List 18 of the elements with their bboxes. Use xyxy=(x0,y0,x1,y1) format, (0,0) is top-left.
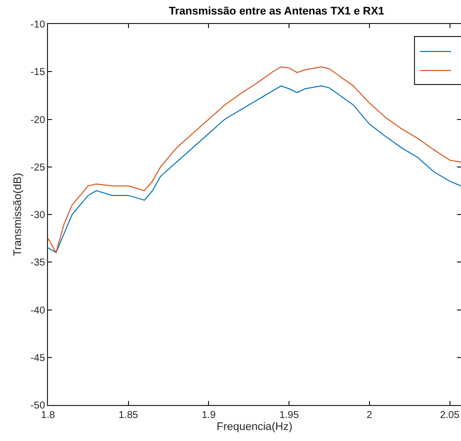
x-tick-label: 2 xyxy=(366,410,373,421)
chart-title: Transmissão entre as Antenas TX1 e RX1 xyxy=(168,5,384,18)
y-tick-label: -10 xyxy=(30,20,46,30)
y-tick-label: -30 xyxy=(30,210,46,221)
x-tick-label: 2.05 xyxy=(440,410,460,421)
y-tick-label: -50 xyxy=(30,400,46,412)
y-tick-label: -15 xyxy=(30,67,46,78)
x-tick-label: 1.8 xyxy=(41,410,56,421)
y-tick-label: -20 xyxy=(30,114,46,126)
x-tick-label: 1.95 xyxy=(279,410,300,421)
x-tick-label: 1.85 xyxy=(118,410,139,421)
y-tick-label: -25 xyxy=(30,162,46,174)
x-tick-label: 1.9 xyxy=(202,410,216,421)
y-axis-title: Transmissão(dB) xyxy=(12,172,24,256)
y-tick-label: -45 xyxy=(30,352,46,364)
y-tick-label: -40 xyxy=(30,305,46,316)
y-tick-label: -35 xyxy=(30,258,46,269)
x-axis-title: Frequencia(Hz) xyxy=(216,421,292,434)
